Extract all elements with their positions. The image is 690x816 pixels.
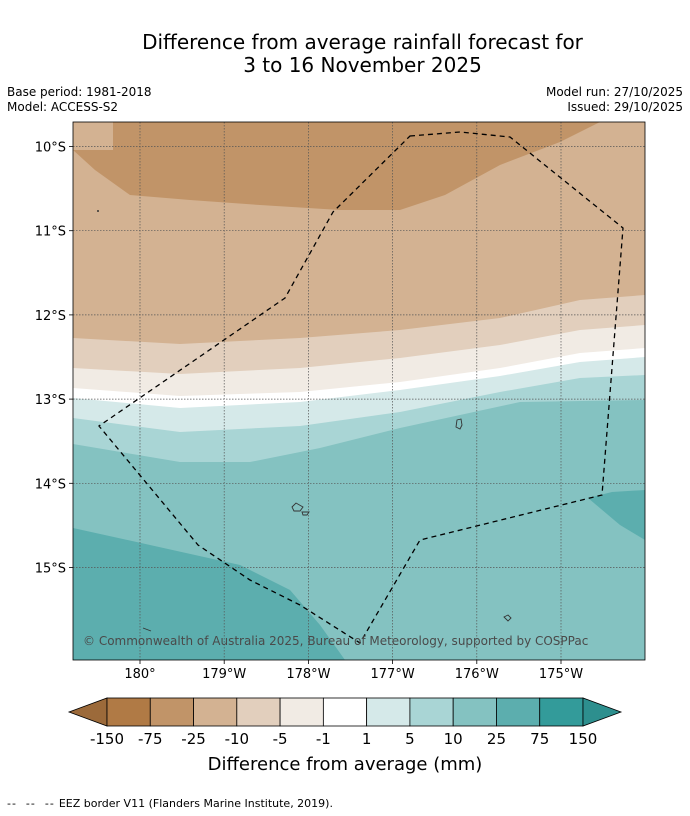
island-1 — [455, 418, 463, 430]
eez-legend-dash: -- -- -- — [7, 797, 55, 810]
band-minus75 — [73, 122, 645, 210]
colorbar-segment — [322, 697, 368, 727]
colorbar-extend-low — [67, 697, 108, 727]
island-3 — [301, 511, 310, 516]
band-plus25-south — [73, 528, 345, 660]
x-tick-label: 180° — [124, 667, 155, 682]
colorbar-tick-label: -10 — [225, 730, 250, 748]
colorbar-label: Difference from average (mm) — [208, 754, 483, 775]
colorbar-tick-label: -5 — [273, 730, 288, 748]
colorbar-tick-label: 150 — [569, 730, 598, 748]
island-6 — [97, 210, 99, 212]
colorbar-segment — [539, 697, 584, 727]
colorbar-tick-label: -75 — [138, 730, 163, 748]
colorbar-segment — [193, 697, 238, 727]
y-tick-label: 15°S — [35, 562, 66, 577]
map-area: © Commonwealth of Australia 2025, Bureau… — [73, 122, 645, 660]
colorbar-tick-label: 5 — [405, 730, 415, 748]
y-tick-label: 13°S — [35, 393, 66, 408]
footer-text: EEZ border V11 (Flanders Marine Institut… — [58, 797, 333, 810]
model-name: Model: ACCESS-S2 — [7, 100, 119, 114]
colorbar-segment — [279, 697, 324, 727]
y-tick-label: 12°S — [35, 309, 66, 324]
x-tick-label: 177°W — [371, 667, 415, 682]
island-5 — [142, 627, 152, 632]
colorbar-tick-label: 1 — [362, 730, 372, 748]
eez-border — [98, 131, 624, 644]
band-minus25-corner — [73, 122, 113, 150]
colorbar-tick-label: 75 — [530, 730, 549, 748]
colorbar-tick-label: -25 — [181, 730, 206, 748]
footer: -- -- -- EEZ border V11 (Flanders Marine … — [7, 797, 333, 810]
map-frame — [72, 121, 646, 661]
base-period: Base period: 1981-2018 — [7, 85, 152, 99]
island-4 — [503, 614, 512, 622]
island-2 — [291, 502, 304, 512]
colorbar-tick-label: 25 — [487, 730, 506, 748]
y-tick-label: 10°S — [35, 141, 66, 156]
band-plus25-east — [588, 490, 645, 540]
y-tick-label: 11°S — [35, 225, 66, 240]
y-axis: 10°S 11°S 12°S 13°S 14°S 15°S — [35, 141, 73, 577]
colorbar-tick-label: -1 — [316, 730, 331, 748]
colorbar-tick-label: -150 — [90, 730, 124, 748]
copyright-text: © Commonwealth of Australia 2025, Bureau… — [83, 634, 588, 648]
chart-title: Difference from average rainfall forecas… — [0, 31, 690, 77]
colorbar-segment — [366, 697, 411, 727]
colorbar-segment — [149, 697, 194, 727]
colorbar-segment — [496, 697, 541, 727]
x-tick-label: 176°W — [455, 667, 499, 682]
colorbar-segment — [236, 697, 281, 727]
gridlines — [73, 122, 645, 660]
colorbar-segment — [106, 697, 151, 727]
title-line-2: 3 to 16 November 2025 — [243, 53, 482, 77]
colorbar-segment — [409, 697, 454, 727]
x-axis: 180° 179°W 178°W 177°W 176°W 175°W — [124, 660, 583, 682]
colorbar-tick-label: 10 — [444, 730, 463, 748]
title-line-1: Difference from average rainfall forecas… — [142, 30, 583, 54]
colorbar-segment — [452, 697, 497, 727]
colorbar: -150 -75 -25 -10 -5 -1 1 5 10 25 75 150 — [67, 697, 623, 748]
meta-left: Base period: 1981-2018 Model: ACCESS-S2 — [7, 85, 152, 115]
x-tick-label: 178°W — [286, 667, 330, 682]
y-tick-label: 14°S — [35, 477, 66, 492]
colorbar-extend-high — [582, 697, 623, 727]
x-tick-label: 179°W — [202, 667, 246, 682]
x-tick-label: 175°W — [539, 667, 583, 682]
issued-date: Issued: 29/10/2025 — [567, 100, 683, 114]
meta-right: Model run: 27/10/2025 Issued: 29/10/2025 — [546, 85, 683, 115]
model-run: Model run: 27/10/2025 — [545, 85, 683, 99]
